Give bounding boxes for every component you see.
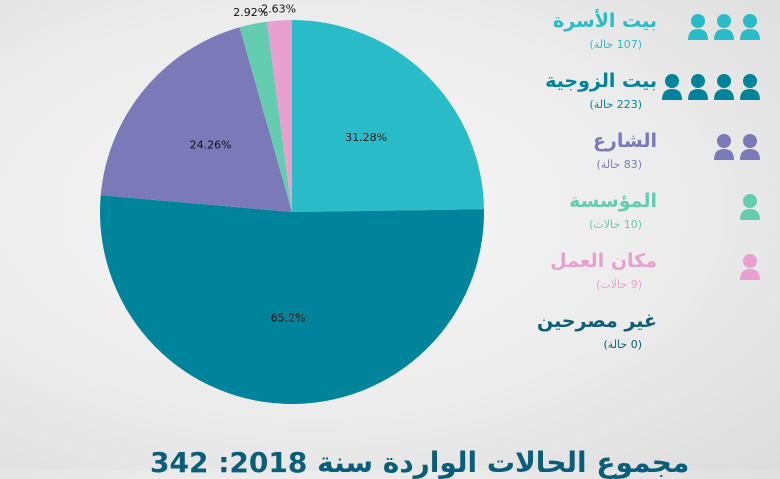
- legend-label: غير مصرحين: [536, 310, 657, 332]
- person-icon: [688, 14, 708, 40]
- person-icon: [740, 14, 760, 40]
- legend-label: بيت الأسرة: [553, 10, 657, 32]
- legend-item: مكان العمل (9 حالات): [402, 248, 762, 308]
- legend-item: المؤسسة (10 حالات): [402, 188, 762, 248]
- legend-count: (9 حالات): [596, 278, 642, 291]
- slice-label: 24.26%: [190, 139, 232, 152]
- legend-label: المؤسسة: [569, 190, 657, 212]
- legend-count: (223 حالة): [589, 98, 643, 111]
- person-icon: [688, 74, 708, 100]
- person-icon: [714, 134, 734, 160]
- legend-label: بيت الزوجية: [545, 70, 657, 92]
- person-icon: [740, 254, 760, 280]
- pie-slice: [292, 20, 484, 212]
- legend-label: مكان العمل: [550, 250, 657, 272]
- person-icon: [740, 194, 760, 220]
- legend-count: (83 حالة): [596, 158, 643, 171]
- legend-count: (107 حالة): [589, 38, 643, 51]
- pie-slice: [266, 20, 292, 212]
- legend: بيت الأسرة (107 حالة) بيت الزوجية (223 ح…: [402, 8, 762, 368]
- legend-icons: [712, 132, 762, 160]
- legend-icons: [738, 192, 762, 220]
- legend-count: (0 حالة): [603, 338, 643, 351]
- total-caption: مجموع الحالات الواردة سنة 2018: 342: [150, 446, 690, 479]
- legend-item: بيت الأسرة (107 حالة): [402, 8, 762, 68]
- pie-slice: [239, 21, 292, 212]
- legend-item: بيت الزوجية (223 حالة): [402, 68, 762, 128]
- person-icon: [714, 74, 734, 100]
- legend-icons: [686, 12, 762, 40]
- legend-icons: [738, 252, 762, 280]
- person-icon: [662, 74, 682, 100]
- slice-label: 65.2%: [271, 312, 306, 325]
- legend-item: غير مصرحين (0 حالة): [402, 308, 762, 368]
- legend-label: الشارع: [592, 130, 657, 152]
- person-icon: [740, 134, 760, 160]
- legend-icons: [660, 72, 762, 100]
- slice-label: 2.92%: [233, 6, 268, 19]
- pie-slice: [100, 27, 292, 212]
- slice-label: 2.63%: [261, 2, 296, 15]
- person-icon: [740, 74, 760, 100]
- pie-slice: [99, 195, 484, 404]
- person-icon: [714, 14, 734, 40]
- legend-item: الشارع (83 حالة): [402, 128, 762, 188]
- legend-count: (10 حالات): [589, 218, 642, 231]
- slice-label: 31.28%: [345, 131, 387, 144]
